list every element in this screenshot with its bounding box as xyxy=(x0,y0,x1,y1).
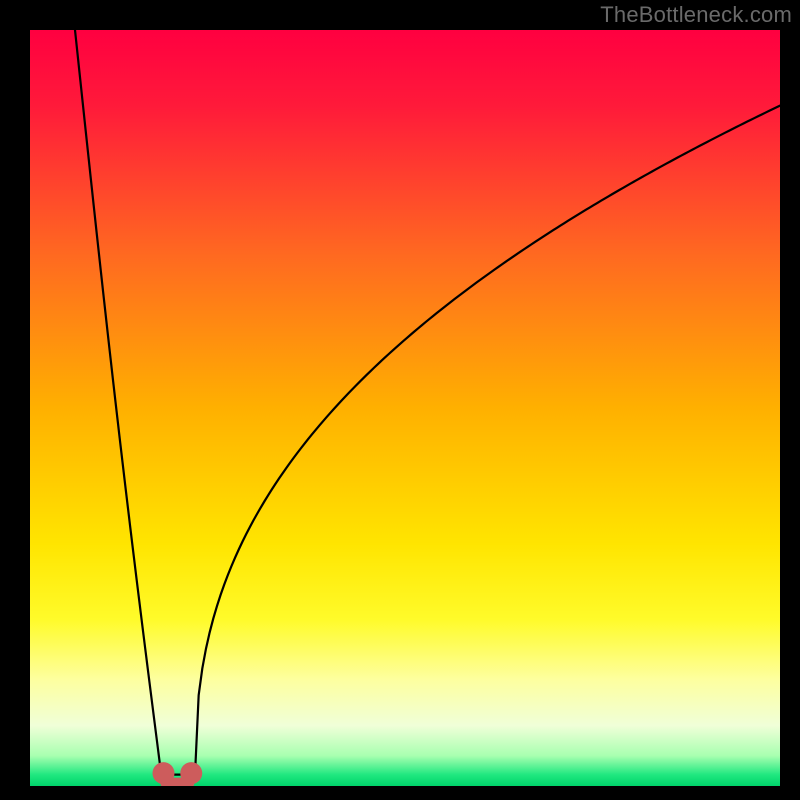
bottleneck-chart xyxy=(0,0,800,800)
marker-point-1 xyxy=(180,762,202,784)
watermark-text: TheBottleneck.com xyxy=(600,2,792,28)
chart-container: TheBottleneck.com xyxy=(0,0,800,800)
gradient-plot-area xyxy=(30,30,780,786)
marker-point-0 xyxy=(153,762,175,784)
